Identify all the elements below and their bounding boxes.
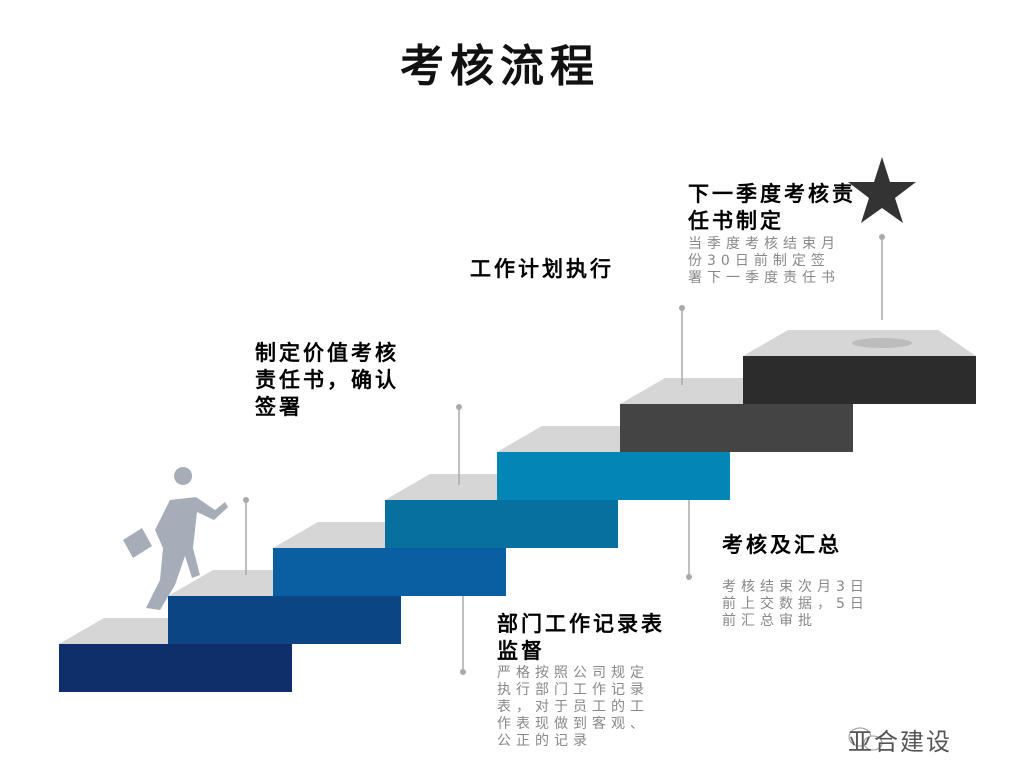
stair-front [273, 548, 506, 596]
pin-dot [686, 574, 692, 580]
star-icon [848, 157, 916, 223]
step-3-heading: 工作计划执行 [470, 257, 614, 281]
pin-dot [460, 669, 466, 675]
step-2-heading: 部门工作记录表监督 [497, 612, 665, 663]
wechat-icon-bubble [863, 735, 883, 751]
watermark-text: 亚合建设 [848, 728, 952, 756]
stair-front [385, 500, 618, 548]
pin-dot [879, 234, 885, 240]
pin-dot [456, 404, 462, 410]
stair-front [168, 596, 401, 644]
step-4-desc: 考核结束次月3日前上交数据，5日前汇总审批 [722, 579, 869, 629]
step-5-desc: 当季度考核结束月份30日前制定签署下一季度责任书 [688, 236, 840, 286]
step-1-heading: 制定价值考核责任书，确认签署 [255, 341, 399, 419]
stair-front [620, 404, 853, 452]
step-2-desc: 严格按照公司规定执行部门工作记录表，对于员工的工作表现做到客观、公正的记录 [497, 665, 649, 749]
step-4-heading: 考核及汇总 [722, 533, 842, 557]
star-shadow [852, 338, 912, 348]
page-title: 考核流程 [400, 41, 600, 92]
stair-front [59, 644, 292, 692]
watermark: 亚合建设 [848, 722, 952, 757]
pin-dot [243, 497, 249, 503]
step-5-heading: 下一季度考核责任书制定 [688, 182, 856, 233]
runner-icon [123, 467, 228, 610]
stair-front [497, 452, 730, 500]
stair-front [743, 356, 976, 404]
pin-dot [679, 305, 685, 311]
